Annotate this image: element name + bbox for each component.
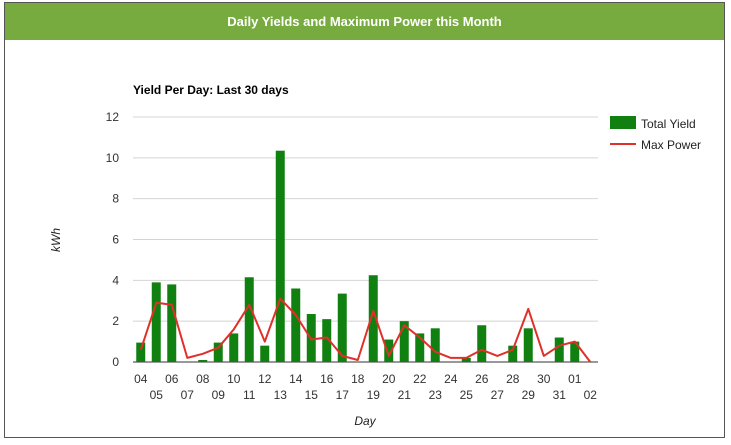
x-tick-label: 27 <box>491 388 505 402</box>
x-tick-label: 14 <box>289 372 303 386</box>
x-tick-labels: 0405060708091011121314151617181920212223… <box>134 372 597 402</box>
x-tick-label: 29 <box>522 388 536 402</box>
bar-26 <box>477 325 487 362</box>
x-tick-label: 07 <box>181 388 195 402</box>
bar-23 <box>430 328 440 362</box>
x-tick-label: 18 <box>351 372 365 386</box>
bar-16 <box>322 319 332 362</box>
bar-12 <box>260 345 270 362</box>
x-tick-label: 31 <box>553 388 567 402</box>
legend-swatch-total-yield <box>610 116 636 129</box>
x-tick-label: 04 <box>134 372 148 386</box>
bar-04 <box>136 342 146 362</box>
bar-14 <box>291 288 301 362</box>
x-tick-label: 09 <box>212 388 226 402</box>
y-tick-label: 8 <box>112 192 119 206</box>
y-axis-label: kWh <box>49 228 63 252</box>
x-tick-label: 05 <box>150 388 164 402</box>
x-tick-label: 25 <box>460 388 474 402</box>
x-tick-label: 06 <box>165 372 179 386</box>
legend: Total Yield Max Power <box>610 116 701 152</box>
x-tick-label: 17 <box>336 388 350 402</box>
x-tick-label: 19 <box>367 388 381 402</box>
max-power-line-layer <box>139 297 592 363</box>
grid-lines <box>133 116 598 363</box>
yield-bars <box>136 150 580 362</box>
legend-label-max-power: Max Power <box>641 138 701 152</box>
y-tick-label: 2 <box>112 314 119 328</box>
y-tick-label: 10 <box>106 151 120 165</box>
y-tick-label: 6 <box>112 233 119 247</box>
bar-06 <box>167 284 177 362</box>
bar-29 <box>523 328 533 362</box>
bar-05 <box>151 282 161 362</box>
x-tick-label: 02 <box>584 388 598 402</box>
bar-22 <box>415 333 425 362</box>
y-tick-label: 0 <box>112 355 119 369</box>
x-axis-label: Day <box>354 414 376 428</box>
bar-13 <box>275 150 285 362</box>
y-tick-labels: 0 2 4 6 8 10 12 <box>106 110 120 369</box>
bar-28 <box>508 345 518 362</box>
x-tick-label: 23 <box>429 388 443 402</box>
x-tick-label: 10 <box>227 372 241 386</box>
bar-08 <box>198 359 208 362</box>
x-tick-label: 16 <box>320 372 334 386</box>
bar-25 <box>461 357 471 362</box>
bar-01 <box>570 341 580 362</box>
panel-header: Daily Yields and Maximum Power this Mont… <box>5 3 724 40</box>
bar-20 <box>384 339 394 362</box>
y-tick-label: 4 <box>112 273 119 287</box>
x-tick-label: 15 <box>305 388 319 402</box>
bar-21 <box>399 321 409 362</box>
bar-11 <box>244 277 254 362</box>
x-tick-label: 30 <box>537 372 551 386</box>
x-tick-label: 22 <box>413 372 427 386</box>
x-tick-label: 11 <box>243 388 256 402</box>
x-tick-label: 28 <box>506 372 520 386</box>
bar-31 <box>554 337 564 362</box>
max-power-line <box>139 297 592 363</box>
x-tick-label: 12 <box>258 372 272 386</box>
x-tick-label: 20 <box>382 372 396 386</box>
x-tick-label: 01 <box>568 372 582 386</box>
x-tick-label: 24 <box>444 372 458 386</box>
x-tick-label: 13 <box>274 388 288 402</box>
chart-panel: Daily Yields and Maximum Power this Mont… <box>4 2 725 438</box>
chart-title: Yield Per Day: Last 30 days <box>133 83 289 97</box>
bar-09 <box>213 342 223 362</box>
legend-label-total-yield: Total Yield <box>641 117 696 131</box>
y-tick-label: 12 <box>106 110 120 124</box>
x-tick-label: 08 <box>196 372 210 386</box>
bar-19 <box>368 275 378 362</box>
bar-17 <box>337 293 347 362</box>
bar-10 <box>229 333 239 362</box>
x-tick-label: 26 <box>475 372 489 386</box>
x-tick-label: 21 <box>398 388 412 402</box>
